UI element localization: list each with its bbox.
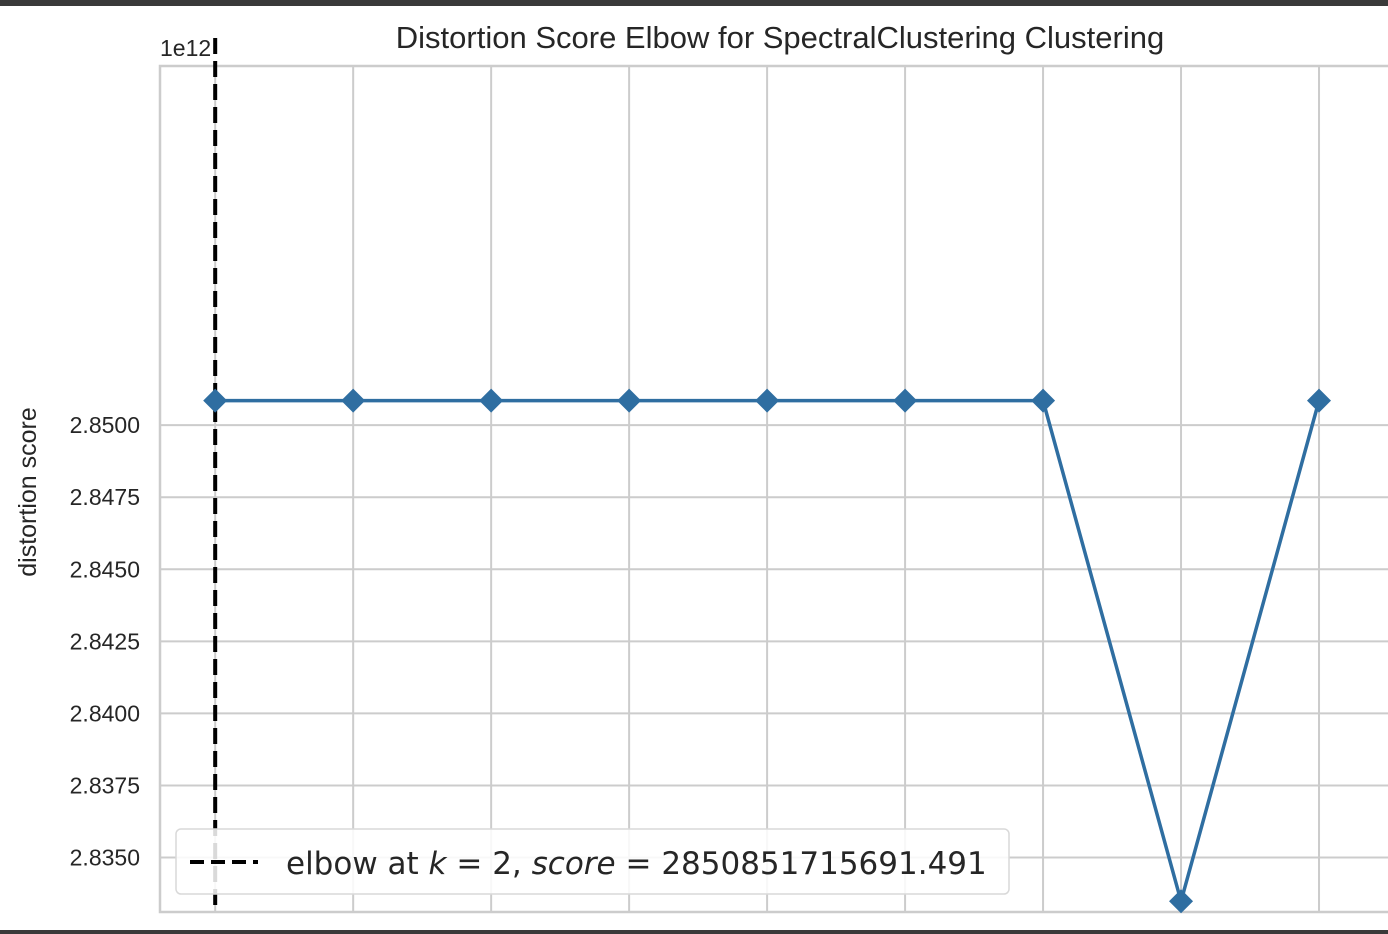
data-point-marker (1169, 889, 1194, 914)
legend-box (175, 828, 1010, 895)
data-point-marker (755, 388, 780, 413)
axes-frame (158, 64, 1388, 914)
y-tick-label: 2.8375 (70, 772, 140, 798)
data-point-marker (1307, 388, 1332, 413)
data-point-marker (893, 388, 918, 413)
y-axis-label: distortion score (14, 407, 42, 577)
legend: elbow at k = 2, score = 2850851715691.49… (175, 828, 1010, 895)
legend-equals-1: = (447, 846, 493, 882)
y-tick-label: 2.8500 (70, 412, 140, 438)
legend-score-value: 2850851715691.491 (661, 846, 986, 882)
data-point-marker (203, 388, 228, 413)
y-tick-label: 2.8400 (70, 700, 140, 726)
data-points (203, 388, 1332, 914)
legend-separator: , (512, 846, 532, 882)
data-point-marker (617, 388, 642, 413)
chart-title: Distortion Score Elbow for SpectralClust… (396, 20, 1164, 55)
data-point-marker (1031, 388, 1056, 413)
data-point-marker (479, 388, 504, 413)
legend-score-symbol: score (532, 846, 616, 882)
y-axis-offset-label: 1e12 (160, 35, 211, 61)
y-tick-label: 2.8475 (70, 484, 140, 510)
grid-lines (160, 66, 1388, 912)
legend-k-symbol: k (429, 846, 448, 882)
window-top-border (0, 0, 1388, 6)
legend-prefix: elbow at (286, 846, 429, 882)
legend-elbow-label: elbow at k = 2, score = 2850851715691.49… (286, 846, 987, 882)
y-tick-label: 2.8450 (70, 556, 140, 582)
y-tick-label: 2.8350 (70, 845, 140, 871)
y-tick-label: 2.8425 (70, 628, 140, 654)
y-tick-labels: 2.8350 2.8375 2.8400 2.8425 2.8450 2.8475 2.85… (70, 412, 140, 870)
window-bottom-border (0, 930, 1388, 934)
data-point-marker (341, 388, 366, 413)
legend-equals-2: = (616, 846, 662, 882)
legend-k-value: 2 (492, 846, 512, 882)
